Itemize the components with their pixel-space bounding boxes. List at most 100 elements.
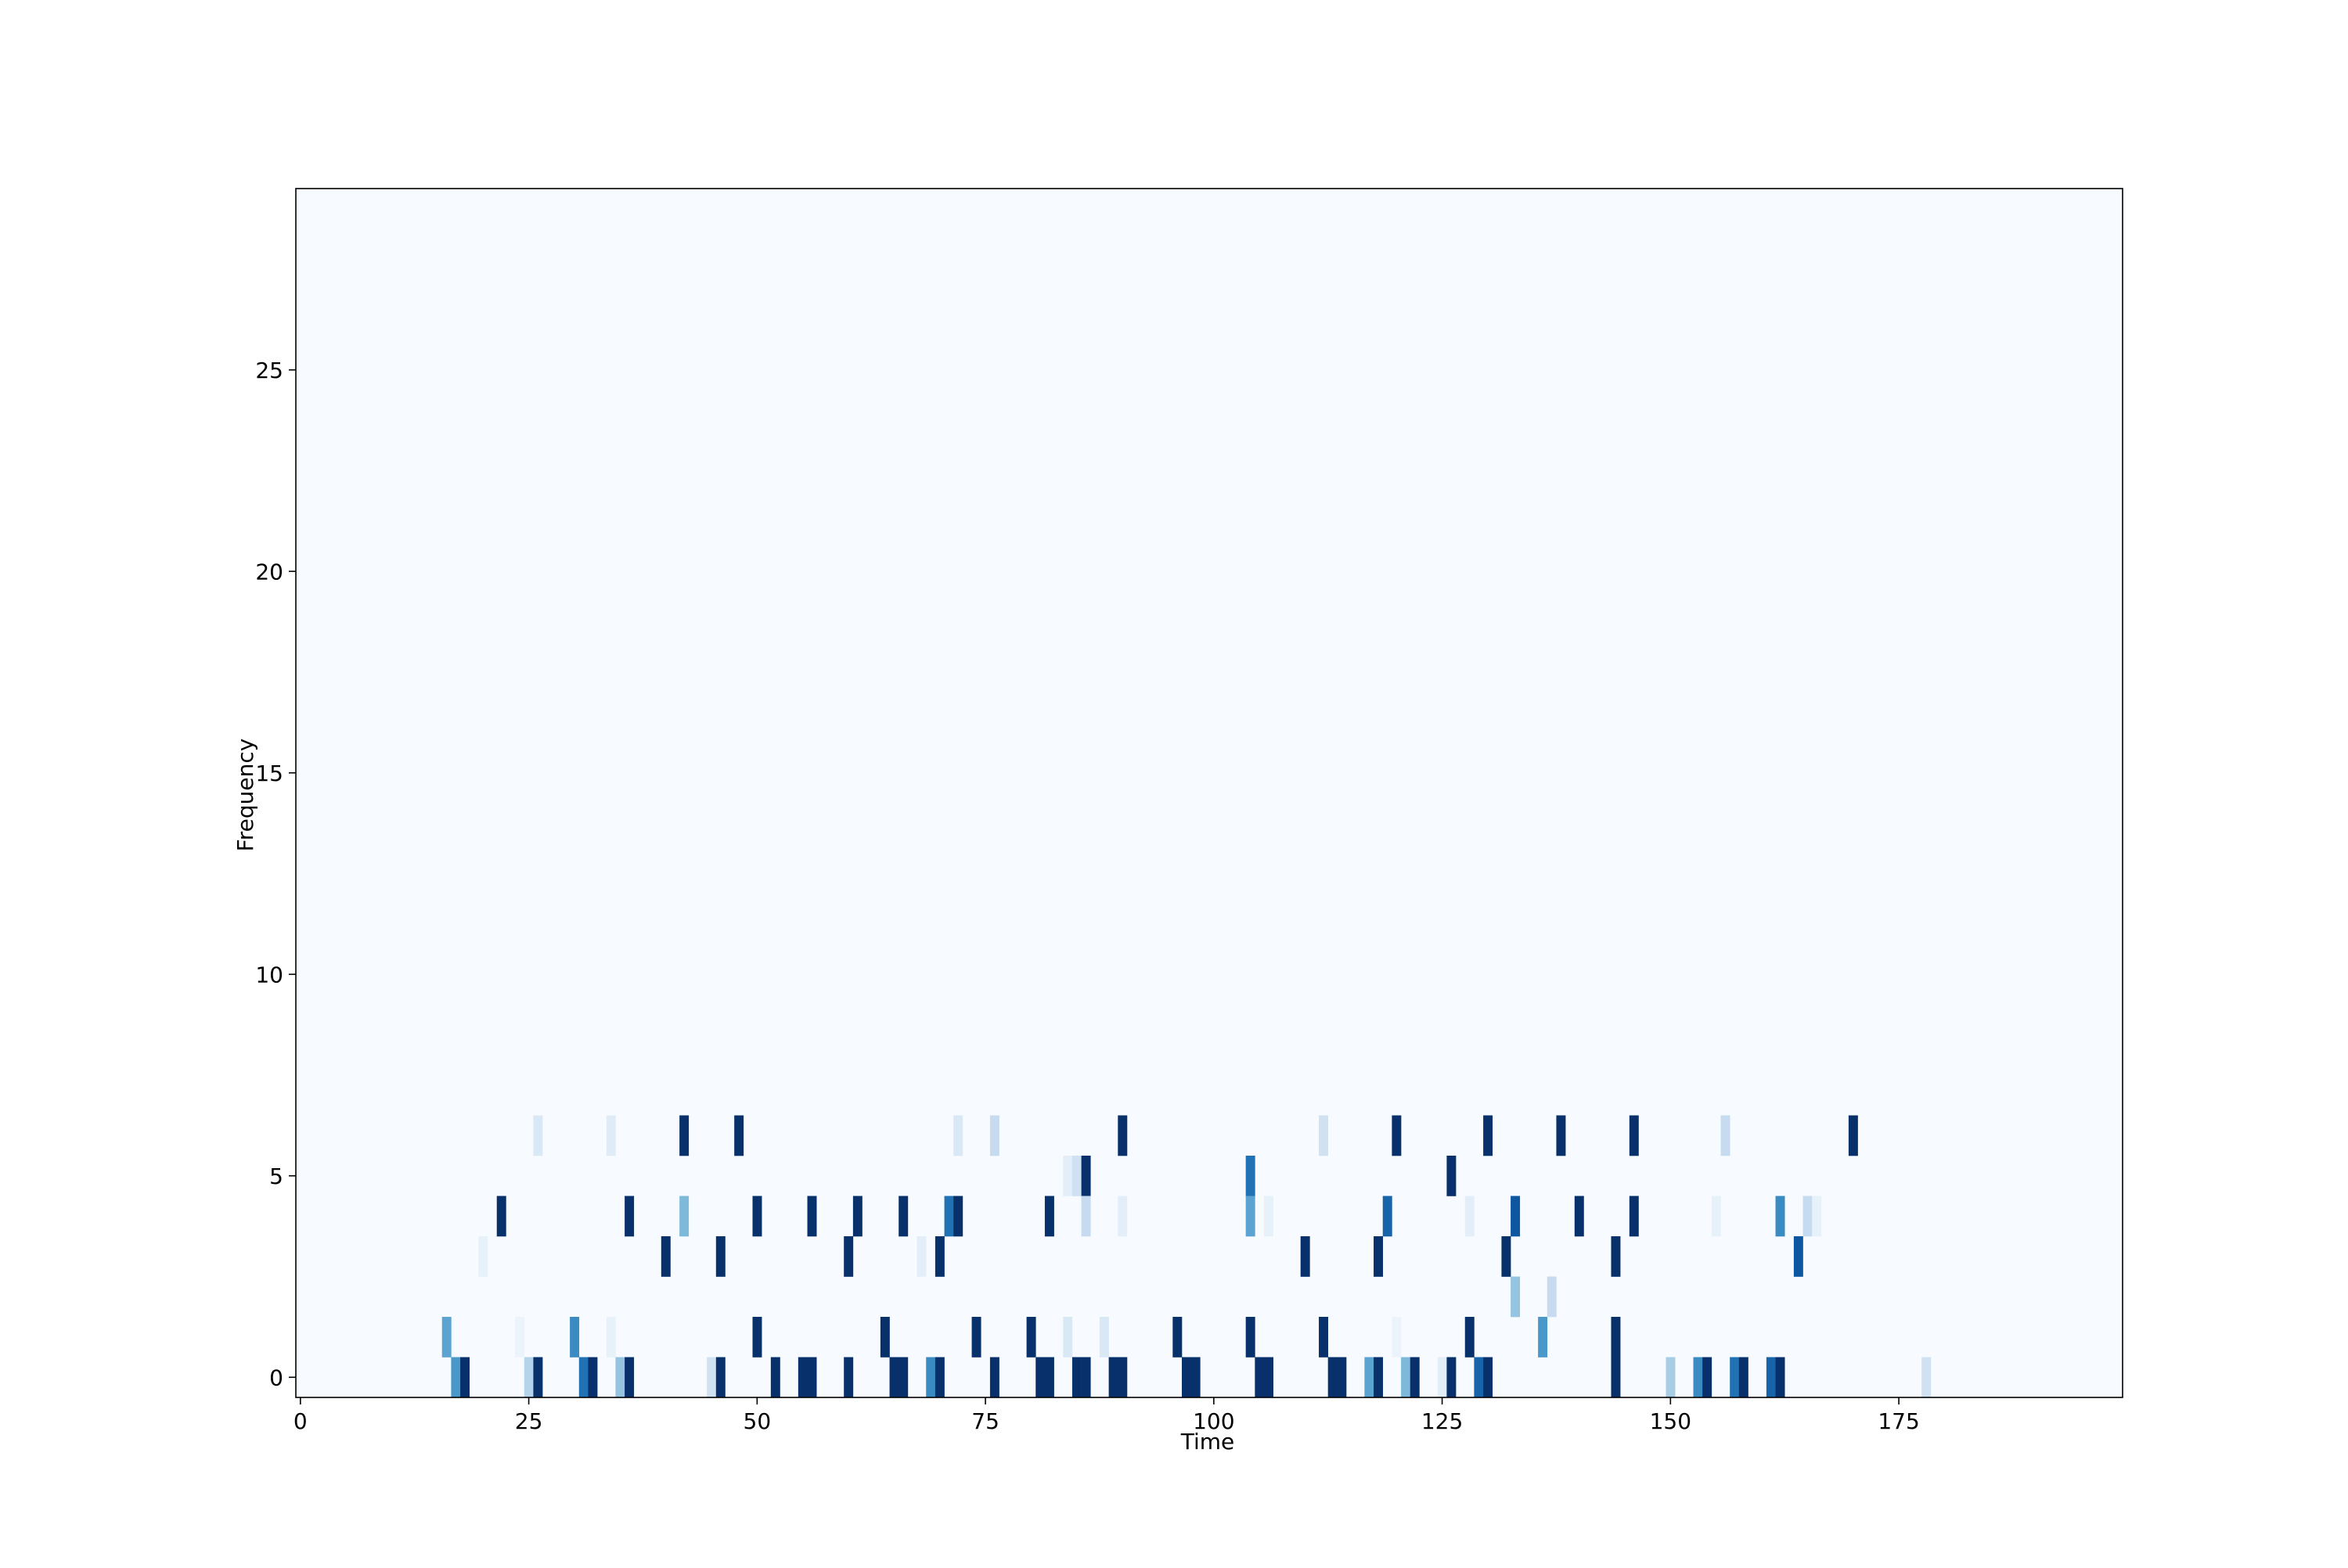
heatmap-cell (1319, 1317, 1329, 1358)
heatmap-cell (1392, 1317, 1402, 1358)
heatmap-cell (1190, 1357, 1201, 1398)
heatmap-cell (953, 1196, 963, 1237)
heatmap-cell (1666, 1357, 1676, 1398)
heatmap-cell (1720, 1115, 1730, 1156)
heatmap-cell (1382, 1196, 1392, 1237)
x-axis-label: Time (1180, 1429, 1235, 1455)
heatmap-cell (1629, 1196, 1639, 1237)
y-axis-label: Frequency (232, 739, 258, 852)
x-tick-label: 125 (1421, 1408, 1463, 1434)
heatmap-cell (1693, 1357, 1703, 1398)
heatmap-cell (1300, 1236, 1310, 1277)
heatmap-cell (1611, 1317, 1621, 1358)
heatmap-cell (707, 1357, 717, 1398)
heatmap-cell (533, 1115, 543, 1156)
heatmap-cell (1511, 1276, 1521, 1318)
heatmap-cell (615, 1357, 625, 1398)
heatmap-cell (844, 1236, 854, 1277)
heatmap-cell (1044, 1357, 1054, 1398)
heatmap-cell (752, 1196, 762, 1237)
heatmap-cell (1245, 1196, 1255, 1237)
axes: 0 25 50 75 100 125 150 175 0 5 10 15 20 25 (255, 188, 2123, 1434)
heatmap-cell (1738, 1357, 1748, 1398)
heatmap-background (296, 189, 2123, 1397)
heatmap-cell (1812, 1196, 1822, 1237)
x-tick-label: 25 (515, 1408, 543, 1434)
heatmap-cell (1245, 1156, 1255, 1196)
heatmap-cell (1063, 1317, 1073, 1358)
heatmap-cell (1848, 1115, 1858, 1156)
heatmap-cell (1392, 1115, 1402, 1156)
heatmap-cell (1446, 1156, 1457, 1196)
heatmap-cell (852, 1196, 862, 1237)
heatmap-cell (570, 1317, 580, 1358)
heatmap-cell (478, 1236, 488, 1277)
heatmap-cell (1172, 1317, 1183, 1358)
heatmap-cell (1766, 1357, 1776, 1398)
x-tick-label: 50 (744, 1408, 772, 1434)
heatmap-cell (1327, 1357, 1338, 1398)
heatmap-cell (661, 1236, 671, 1277)
heatmap-cell (1118, 1196, 1128, 1237)
heatmap-cell (625, 1357, 635, 1398)
heatmap-cell (1711, 1196, 1721, 1237)
heatmap-cell (734, 1115, 744, 1156)
heatmap-cell (917, 1236, 927, 1277)
heatmap-cell (441, 1317, 452, 1358)
heatmap-cell (1118, 1357, 1128, 1398)
heatmap-cell (1264, 1196, 1273, 1237)
heatmap-cell (1108, 1357, 1118, 1398)
heatmap-cell (989, 1115, 999, 1156)
heatmap-cell (899, 1196, 909, 1237)
heatmap-cell (1364, 1357, 1374, 1398)
heatmap-cell (1044, 1196, 1054, 1237)
plot-frame (295, 188, 2123, 1398)
heatmap-cell (944, 1196, 954, 1237)
heatmap-cell (1802, 1196, 1813, 1237)
heatmap-cell (1063, 1156, 1073, 1196)
heatmap-cell (1118, 1115, 1128, 1156)
heatmap-cell (798, 1357, 808, 1398)
heatmap-cell (524, 1357, 534, 1398)
heatmap-cell (807, 1357, 817, 1398)
heatmap-cell (1775, 1196, 1785, 1237)
heatmap-cell (1337, 1357, 1347, 1398)
heatmap-cell (1556, 1115, 1566, 1156)
heatmap-cell (578, 1357, 589, 1398)
heatmap-cell (1026, 1317, 1036, 1358)
x-tick-label: 175 (1878, 1408, 1919, 1434)
heatmap-cell (1081, 1357, 1091, 1398)
heatmap-cells (296, 189, 2123, 1398)
x-tick-label: 0 (294, 1408, 308, 1434)
heatmap-cell (1793, 1236, 1803, 1277)
heatmap-cell (770, 1357, 780, 1398)
heatmap-cell (807, 1196, 817, 1237)
heatmap-cell (1775, 1357, 1785, 1398)
heatmap-cell (1446, 1357, 1457, 1398)
y-tick-label: 10 (255, 962, 283, 987)
x-tick-label: 75 (971, 1408, 999, 1434)
heatmap-cell (1501, 1236, 1511, 1277)
heatmap-cell (1730, 1357, 1740, 1398)
heatmap-cell (1538, 1317, 1548, 1358)
heatmap-cell (1081, 1196, 1091, 1237)
heatmap-cell (515, 1317, 525, 1358)
heatmap-cell (1319, 1115, 1329, 1156)
heatmap-cell (715, 1357, 726, 1398)
heatmap-cell (1611, 1357, 1621, 1398)
heatmap-cell (953, 1115, 963, 1156)
heatmap-cell (1071, 1357, 1082, 1398)
y-tick-label: 0 (269, 1365, 283, 1390)
heatmap-cell (496, 1196, 506, 1237)
heatmap-cell (989, 1357, 999, 1398)
y-tick-label: 25 (255, 358, 283, 383)
heatmap-cell (679, 1196, 690, 1237)
y-tick-label: 20 (255, 559, 283, 584)
heatmap-cell (1245, 1317, 1255, 1358)
heatmap-cell (715, 1236, 726, 1277)
heatmap-cell (588, 1357, 598, 1398)
heatmap-cell (1483, 1115, 1493, 1156)
heatmap-cell (1474, 1357, 1484, 1398)
